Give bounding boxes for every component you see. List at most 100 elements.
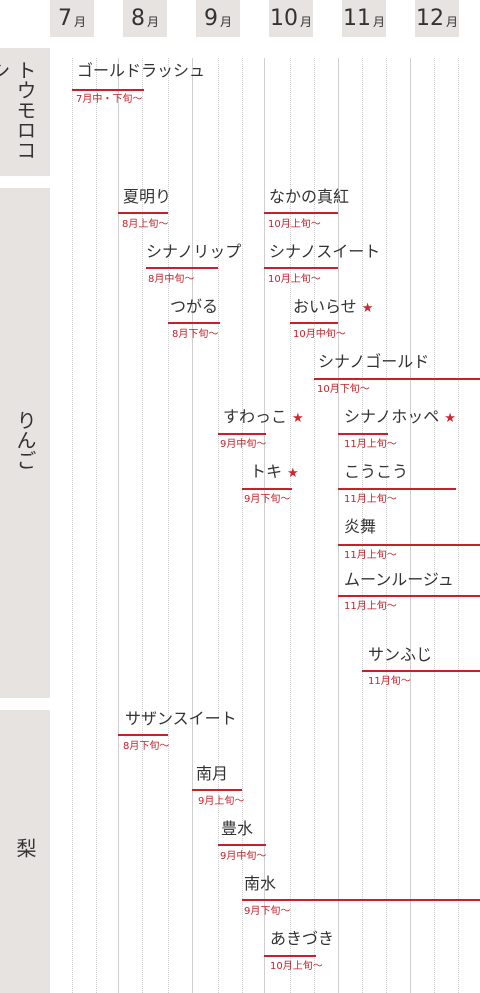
category-band-pear: 梨 — [0, 710, 50, 993]
star-icon: ★ — [287, 466, 299, 481]
variety-name: シナノゴールド — [318, 352, 429, 372]
variety-label: 南水 — [244, 874, 277, 893]
category-label: 梨 — [13, 838, 37, 858]
harvest-period-text: 9月下旬〜 — [244, 494, 291, 505]
harvest-period-text: 9月中旬〜 — [220, 851, 267, 862]
variety-name: サンふじ — [368, 645, 432, 665]
harvest-period-bar — [146, 267, 218, 269]
harvest-period-bar — [168, 322, 220, 324]
variety-name: 南月 — [196, 764, 228, 784]
harvest-period-bar — [290, 322, 338, 324]
variety-name: あきづき — [270, 929, 334, 949]
variety-label: すわっこ — [223, 407, 288, 426]
star-icon: ★ — [444, 411, 456, 426]
variety-label: 南月 — [196, 764, 229, 783]
month-number: 11 — [342, 6, 371, 31]
harvest-period-text: 8月下旬〜 — [123, 741, 170, 752]
category-label: トウモロコシ — [0, 60, 37, 160]
variety-label: あきづき — [270, 929, 335, 948]
star-icon: ★ — [292, 411, 304, 426]
variety-name: トキ ★ — [250, 462, 299, 484]
variety-name: 炎舞 — [344, 517, 376, 537]
harvest-period-text: 10月上旬〜 — [268, 219, 321, 230]
grid-line-dotted — [72, 58, 73, 993]
category-label: りんご — [13, 410, 37, 470]
variety-name: こうこう — [344, 462, 408, 482]
variety-label: ムーンルージュ — [344, 570, 454, 589]
grid-line-dotted — [362, 58, 363, 993]
grid-line-dotted — [314, 58, 315, 993]
harvest-period-text: 8月中旬〜 — [148, 274, 195, 285]
month-number: 9 — [203, 6, 218, 31]
variety-label: こうこう — [344, 462, 409, 481]
variety-name: シナノホッペ ★ — [344, 407, 456, 429]
harvest-period-bar — [264, 267, 338, 269]
variety-name: なかの真紅 — [269, 187, 349, 207]
variety-label: シナノリップ — [146, 242, 242, 261]
harvest-period-bar — [338, 488, 456, 490]
month-number: 7 — [57, 6, 72, 31]
variety-label: サザンスイート — [125, 709, 237, 728]
variety-label: つがる — [170, 297, 219, 316]
variety-name: サザンスイート — [125, 709, 237, 729]
grid-line-dotted — [142, 58, 143, 993]
harvest-period-text: 11月上旬〜 — [344, 494, 397, 505]
month-unit: 月 — [299, 15, 312, 29]
harvest-period-text: 10月中旬〜 — [293, 329, 346, 340]
month-header-10: 10 月 — [269, 0, 313, 37]
variety-label: シナノゴールド — [318, 352, 430, 371]
variety-name: 豊水 — [221, 819, 253, 839]
category-band-corn: トウモロコシ — [0, 48, 50, 176]
variety-label: 夏明り — [123, 187, 172, 206]
month-header-11: 11 月 — [342, 0, 386, 37]
variety-name: ゴールドラッシュ — [77, 61, 205, 81]
grid-line-dotted — [434, 58, 435, 993]
harvest-period-bar — [218, 844, 266, 846]
variety-label: シナノスイート — [269, 242, 381, 261]
grid-line-dotted — [386, 58, 387, 993]
harvest-period-bar — [338, 544, 480, 546]
variety-label: 炎舞 — [344, 517, 377, 536]
grid-line-dotted — [96, 58, 97, 993]
harvest-period-text: 11月上旬〜 — [344, 550, 397, 561]
harvest-period-text: 7月中・下旬〜 — [76, 94, 143, 105]
harvest-period-text: 10月上旬〜 — [268, 274, 321, 285]
variety-label: サンふじ — [368, 645, 433, 664]
harvest-period-text: 11月上旬〜 — [344, 601, 397, 612]
grid-line-dotted — [290, 58, 291, 993]
month-number: 8 — [130, 6, 145, 31]
harvest-period-bar — [314, 378, 480, 380]
month-number: 12 — [415, 6, 444, 31]
harvest-period-text: 10月下旬〜 — [317, 384, 370, 395]
grid-line-month — [118, 58, 119, 993]
variety-name: つがる — [170, 297, 218, 317]
harvest-period-bar — [264, 212, 338, 214]
month-unit: 月 — [445, 15, 458, 29]
variety-label: なかの真紅 — [269, 187, 350, 206]
harvest-period-bar — [338, 595, 480, 597]
grid-line-month — [192, 58, 193, 993]
harvest-period-bar — [242, 488, 292, 490]
month-number: 10 — [269, 6, 298, 31]
harvest-period-text: 10月上旬〜 — [270, 961, 323, 972]
harvest-period-bar — [242, 899, 480, 901]
grid-line-dotted — [458, 58, 459, 993]
variety-name: おいらせ ★ — [293, 297, 373, 319]
variety-name: ムーンルージュ — [344, 570, 454, 590]
grid-line-dotted — [218, 58, 219, 993]
variety-name: 南水 — [244, 874, 276, 894]
variety-label: おいらせ — [293, 297, 357, 316]
variety-name: 夏明り — [123, 187, 171, 207]
harvest-period-text: 9月上旬〜 — [198, 796, 245, 807]
variety-name: シナノリップ — [146, 242, 241, 262]
grid-line-dotted — [242, 58, 243, 993]
harvest-period-bar — [118, 734, 168, 736]
variety-label: トキ — [250, 462, 283, 481]
category-band-apple: りんご — [0, 188, 50, 698]
variety-label: シナノホッペ — [344, 407, 440, 426]
grid-line-month — [410, 58, 411, 993]
harvest-period-bar — [264, 955, 316, 957]
variety-name: シナノスイート — [269, 242, 380, 262]
